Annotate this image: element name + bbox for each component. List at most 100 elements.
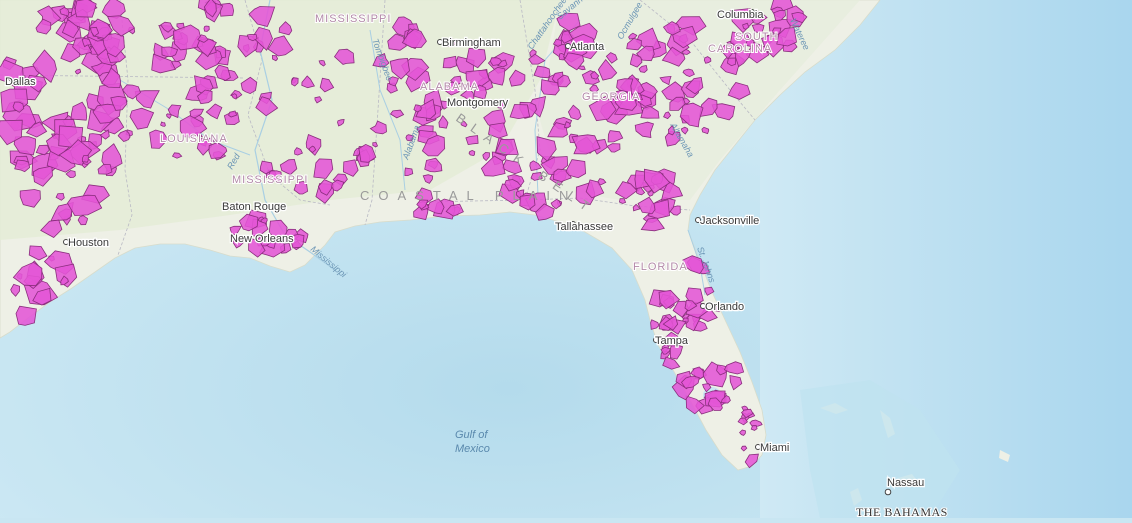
overlay-polygon[interactable] <box>726 57 737 67</box>
overlay-polygon[interactable] <box>560 30 574 44</box>
overlay-polygon[interactable] <box>533 65 551 79</box>
overlay-polygon[interactable] <box>369 120 387 135</box>
overlay-polygon[interactable] <box>160 21 174 33</box>
overlay-polygon[interactable] <box>70 101 88 121</box>
overlay-polygon[interactable] <box>729 375 743 391</box>
overlay-polygon[interactable] <box>314 96 323 104</box>
overlay-polygon[interactable] <box>685 77 704 95</box>
city-label-dallas[interactable]: Dallas <box>4 75 38 90</box>
overlay-polygon[interactable] <box>660 346 671 355</box>
overlay-polygon[interactable] <box>739 429 746 436</box>
overlay-polygon[interactable] <box>14 159 31 173</box>
city-label-orlando[interactable]: Orlando <box>704 300 746 315</box>
overlay-polygon[interactable] <box>337 119 345 127</box>
overlay-polygon[interactable] <box>557 74 571 88</box>
overlay-polygon[interactable] <box>720 395 731 404</box>
overlay-polygon[interactable] <box>203 0 217 18</box>
overlay-polygon[interactable] <box>685 287 704 305</box>
overlay-polygon[interactable] <box>629 53 643 68</box>
overlay-polygon[interactable] <box>682 317 689 325</box>
overlay-polygon[interactable] <box>414 187 434 204</box>
overlay-polygon[interactable] <box>167 104 182 119</box>
overlay-polygon[interactable] <box>19 189 41 208</box>
city-label-miami[interactable]: Miami <box>759 441 791 456</box>
overlay-polygon[interactable] <box>291 77 299 87</box>
overlay-polygon[interactable] <box>67 194 103 217</box>
overlay-polygon[interactable] <box>682 255 704 275</box>
overlay-polygon[interactable] <box>501 159 523 175</box>
overlay-polygon[interactable] <box>703 56 712 64</box>
overlay-polygon[interactable] <box>669 96 686 111</box>
overlay-polygon[interactable] <box>571 134 601 155</box>
city-label-atlanta[interactable]: Atlanta <box>569 40 607 55</box>
overlay-polygon[interactable] <box>638 65 648 73</box>
city-marker-birmingham[interactable] <box>437 39 443 45</box>
overlay-polygon[interactable] <box>117 129 131 142</box>
overlay-polygon[interactable] <box>482 151 490 162</box>
overlay-polygon[interactable] <box>179 115 208 138</box>
overlay-polygon[interactable] <box>605 52 618 64</box>
overlay-polygon[interactable] <box>268 170 282 182</box>
city-marker-tallahassee[interactable] <box>570 221 576 227</box>
overlay-polygon[interactable] <box>704 286 715 296</box>
overlay-polygon[interactable] <box>650 319 660 330</box>
overlay-polygon[interactable] <box>663 111 672 120</box>
overlay-polygon[interactable] <box>55 192 65 201</box>
overlay-polygon[interactable] <box>727 82 751 100</box>
overlay-polygon[interactable] <box>643 168 671 194</box>
overlay-polygon[interactable] <box>748 10 768 25</box>
overlay-polygon[interactable] <box>590 70 600 80</box>
overlay-polygon[interactable] <box>662 21 681 36</box>
overlay-polygon[interactable] <box>0 59 24 86</box>
overlay-polygon[interactable] <box>662 356 681 370</box>
overlay-polygon[interactable] <box>607 130 624 143</box>
overlay-polygon[interactable] <box>32 49 57 83</box>
overlay-polygon[interactable] <box>680 375 700 389</box>
overlay-polygon[interactable] <box>465 47 487 69</box>
overlay-polygon[interactable] <box>389 57 410 80</box>
overlay-polygon[interactable] <box>519 194 536 211</box>
overlay-polygon[interactable] <box>413 104 422 113</box>
overlay-polygon[interactable] <box>465 135 479 146</box>
city-label-jacksonville[interactable]: Jacksonville <box>699 214 761 229</box>
overlay-polygon[interactable] <box>90 26 100 37</box>
overlay-polygon[interactable] <box>35 144 50 156</box>
city-marker-miami[interactable] <box>755 444 761 450</box>
city-marker-jacksonville[interactable] <box>695 217 701 223</box>
overlay-polygon[interactable] <box>588 95 617 122</box>
overlay-polygon[interactable] <box>149 129 169 149</box>
overlay-polygon[interactable] <box>791 11 808 24</box>
overlay-polygon[interactable] <box>196 38 217 58</box>
city-marker-nassau[interactable] <box>884 488 892 496</box>
overlay-polygon[interactable] <box>151 53 176 74</box>
overlay-polygon[interactable] <box>301 75 316 89</box>
overlay-polygon[interactable] <box>59 6 70 17</box>
overlay-polygon[interactable] <box>10 283 21 297</box>
overlay-polygon[interactable] <box>281 235 291 243</box>
overlay-polygon[interactable] <box>28 245 48 261</box>
overlay-polygon[interactable] <box>232 236 245 249</box>
overlay-polygon[interactable] <box>440 100 453 110</box>
overlay-polygon[interactable] <box>65 170 76 179</box>
city-label-new-orleans[interactable]: New Orleans <box>229 232 296 247</box>
overlay-polygon[interactable] <box>110 95 128 111</box>
overlay-polygon[interactable] <box>25 121 48 138</box>
overlay-polygon[interactable] <box>540 79 560 96</box>
city-marker-dallas[interactable] <box>5 79 11 85</box>
overlay-polygon[interactable] <box>35 18 52 35</box>
overlay-polygon[interactable] <box>308 145 317 154</box>
city-marker-montgomery[interactable] <box>467 99 473 105</box>
overlay-polygon[interactable] <box>160 121 166 127</box>
overlay-polygon[interactable] <box>737 417 748 426</box>
overlay-polygon[interactable] <box>15 305 37 326</box>
overlay-polygon[interactable] <box>208 142 228 159</box>
overlay-polygon[interactable] <box>203 25 210 32</box>
overlay-polygon[interactable] <box>552 38 563 47</box>
overlay-polygon[interactable] <box>742 22 750 30</box>
overlay-polygon[interactable] <box>682 68 695 78</box>
overlay-polygon[interactable] <box>102 33 125 58</box>
overlay-polygon[interactable] <box>773 9 786 22</box>
city-label-nassau[interactable]: Nassau <box>886 476 926 491</box>
overlay-polygon[interactable] <box>401 28 427 48</box>
overlay-polygon[interactable] <box>81 37 92 48</box>
